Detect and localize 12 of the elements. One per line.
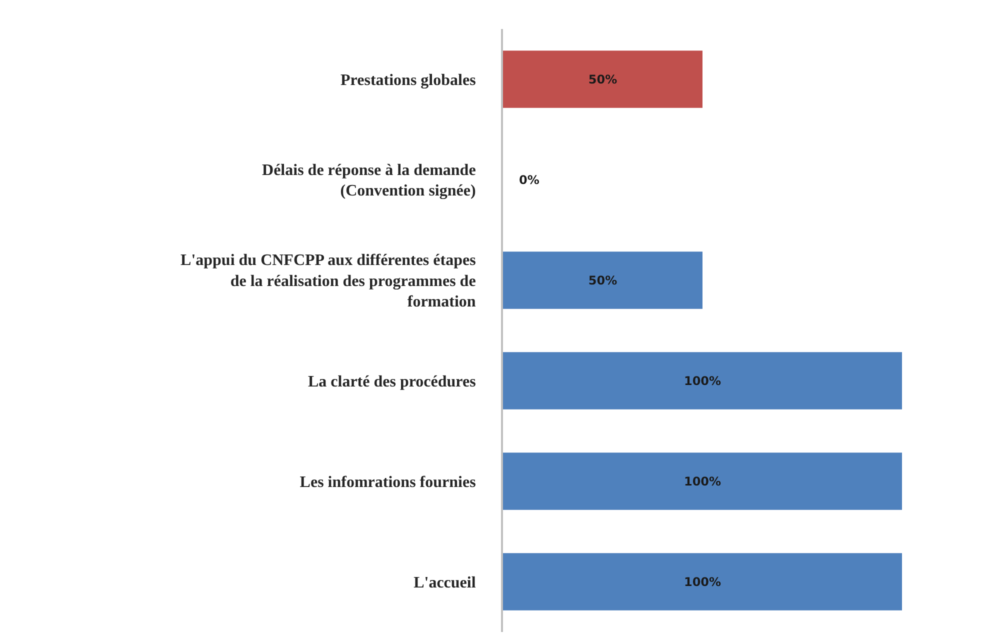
data-label: 100% [684,474,722,488]
y-tick-label: L'accueil [414,574,476,592]
data-label: 100% [684,374,722,388]
data-label: 50% [588,273,618,288]
y-tick-label: Prestations globales [340,72,476,89]
data-label: 0% [519,173,540,187]
y-tick-label: L'appui du CNFCPP aux différentes étapes de la réalisation des programmes de formation [180,252,476,311]
data-label: 100% [684,574,722,589]
data-label: 50% [588,72,618,86]
y-tick-label: Les infomrations fournies [300,474,476,491]
y-tick-label: Délais de réponse à la demande (Convention signée) [262,162,476,200]
y-tick-label: La clarté des procédures [308,373,476,390]
